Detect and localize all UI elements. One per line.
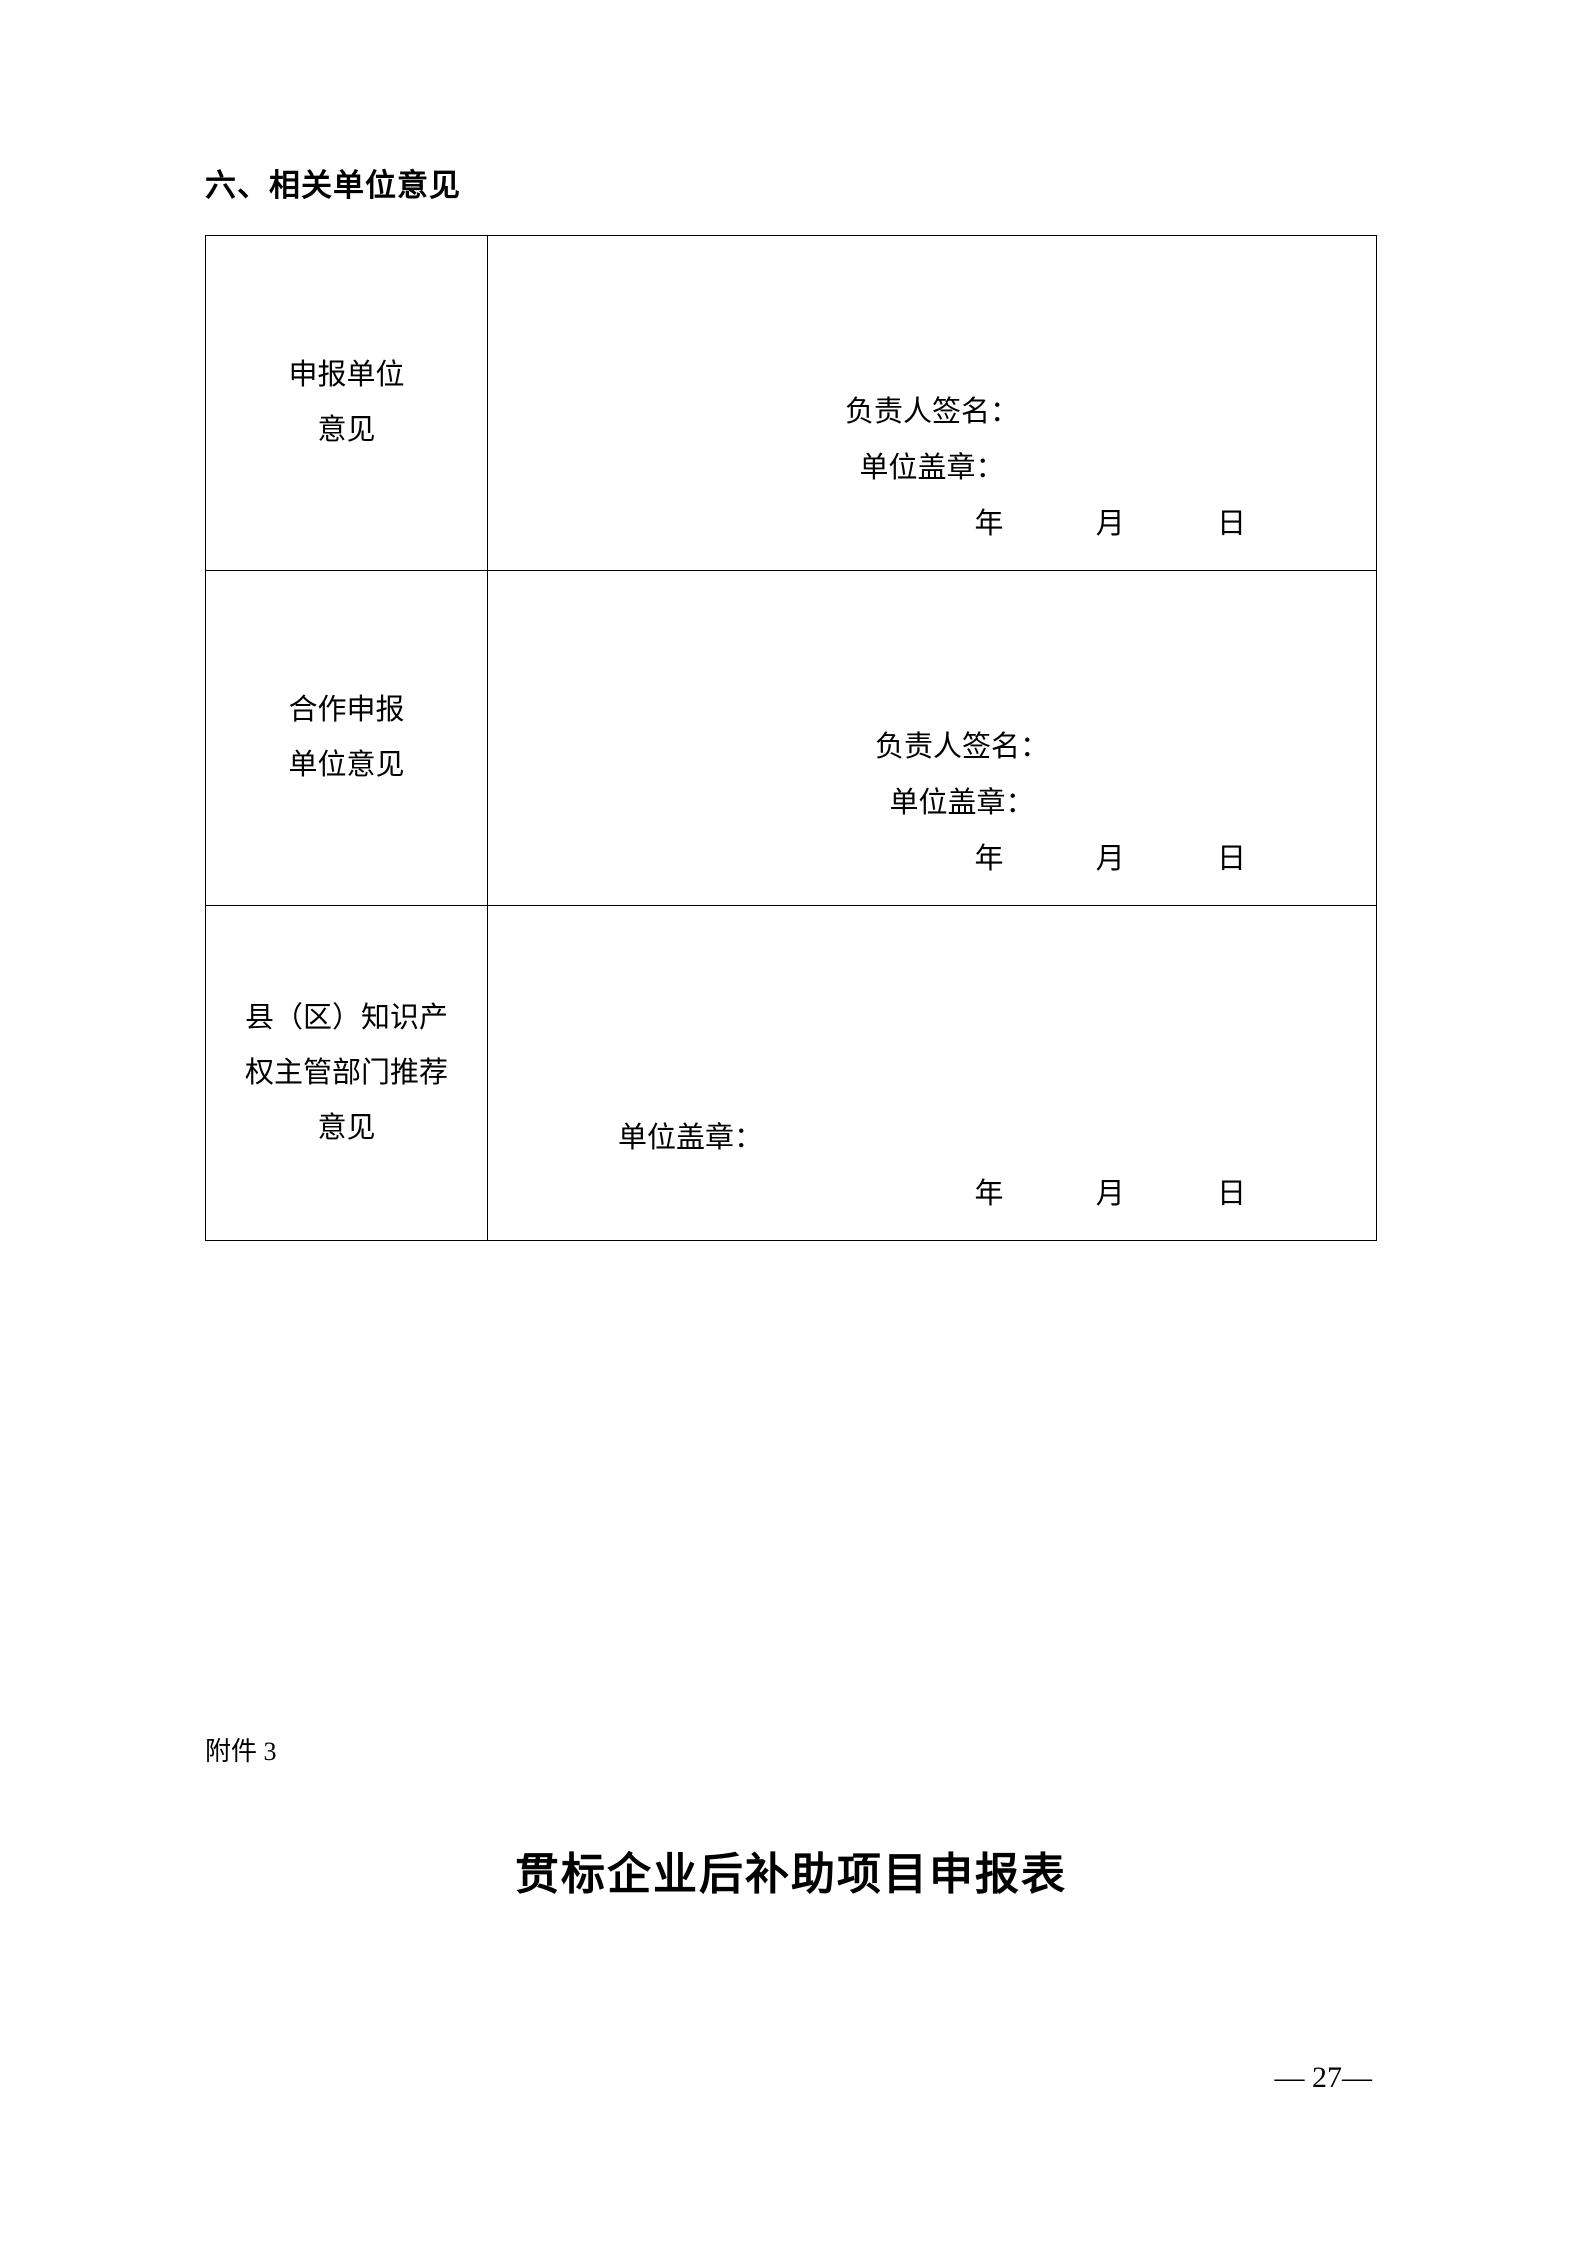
row2-date-month: 月 <box>1096 831 1125 887</box>
row3-date-day: 日 <box>1217 1166 1246 1222</box>
opinion-table: 申报单位 意见 负责人签名： 单位盖章： 年 月 日 合作申报 单位意见 <box>205 235 1377 1241</box>
label-line3: 意见 <box>216 1101 477 1156</box>
row2-date-day: 日 <box>1217 831 1246 887</box>
table-row: 申报单位 意见 负责人签名： 单位盖章： 年 月 日 <box>206 236 1377 571</box>
row3-content: 单位盖章： 年 月 日 <box>488 906 1377 1241</box>
table-row: 合作申报 单位意见 负责人签名： 单位盖章： 年 月 日 <box>206 571 1377 906</box>
label-line2: 意见 <box>216 403 477 458</box>
label-line1: 县（区）知识产 <box>216 991 477 1046</box>
row3-seal-label: 单位盖章： <box>488 1110 1376 1166</box>
attachment-label: 附件 3 <box>205 1731 1377 1768</box>
label-line1: 合作申报 <box>216 683 477 738</box>
row3-date-year: 年 <box>974 1166 1003 1222</box>
row3-sign-block: 单位盖章： 年 月 日 <box>488 1110 1376 1222</box>
row2-sign-block: 负责人签名： 单位盖章： 年 月 日 <box>488 719 1376 887</box>
row1-date-month: 月 <box>1096 496 1125 552</box>
row1-date-day: 日 <box>1217 496 1246 552</box>
row2-label: 合作申报 单位意见 <box>206 571 488 906</box>
row1-seal-label: 单位盖章： <box>488 440 1376 496</box>
table-row: 县（区）知识产 权主管部门推荐 意见 单位盖章： 年 月 日 <box>206 906 1377 1241</box>
row2-date-line: 年 月 日 <box>488 831 1376 887</box>
row1-date-line: 年 月 日 <box>488 496 1376 552</box>
row1-sign-block: 负责人签名： 单位盖章： 年 月 日 <box>488 384 1376 552</box>
label-line2: 单位意见 <box>216 738 477 793</box>
row2-content: 负责人签名： 单位盖章： 年 月 日 <box>488 571 1377 906</box>
row1-date-year: 年 <box>974 496 1003 552</box>
row3-label: 县（区）知识产 权主管部门推荐 意见 <box>206 906 488 1241</box>
form-title: 贯标企业后补助项目申报表 <box>205 1838 1377 1902</box>
row2-sign-label: 负责人签名： <box>488 719 1376 775</box>
label-line2: 权主管部门推荐 <box>216 1046 477 1101</box>
section-title: 六、相关单位意见 <box>205 160 1377 205</box>
row3-date-month: 月 <box>1096 1166 1125 1222</box>
label-line1: 申报单位 <box>216 348 477 403</box>
row1-label: 申报单位 意见 <box>206 236 488 571</box>
row1-sign-label: 负责人签名： <box>488 384 1376 440</box>
row1-content: 负责人签名： 单位盖章： 年 月 日 <box>488 236 1377 571</box>
row3-date-line: 年 月 日 <box>488 1166 1376 1222</box>
page-number: — 27— <box>1275 2061 1373 2095</box>
row2-date-year: 年 <box>974 831 1003 887</box>
row2-seal-label: 单位盖章： <box>488 775 1376 831</box>
